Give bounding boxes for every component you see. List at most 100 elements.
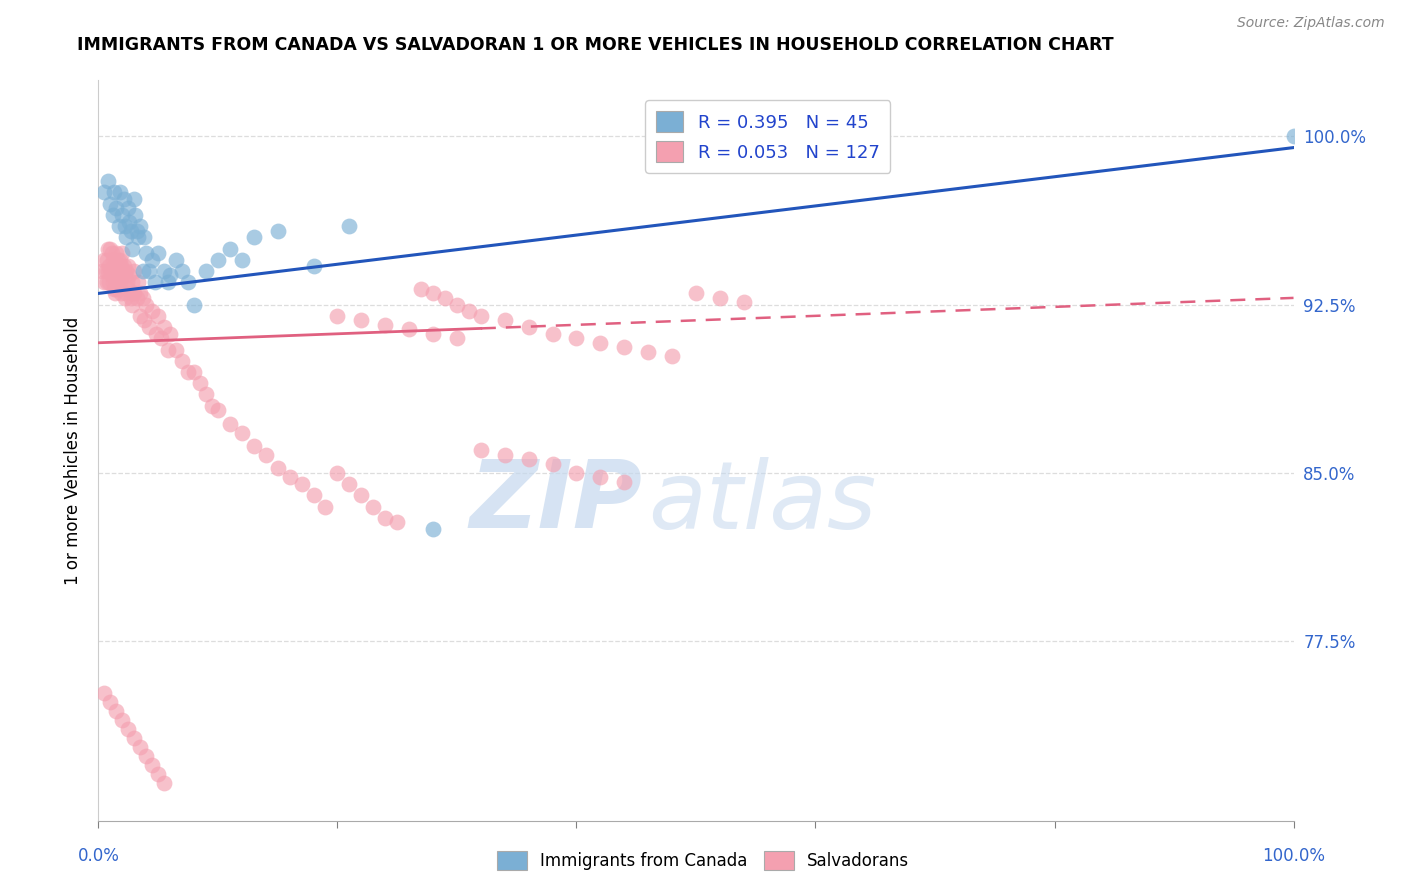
- Point: [98, 275, 121, 289]
- Point: [231, 252, 253, 267]
- Point: [111, 246, 134, 260]
- Point: [105, 264, 128, 278]
- Point: [138, 320, 160, 334]
- Point: [104, 264, 127, 278]
- Point: [422, 286, 444, 301]
- Point: [159, 326, 181, 341]
- Point: [254, 448, 277, 462]
- Point: [135, 298, 157, 312]
- Point: [613, 340, 636, 354]
- Point: [112, 260, 135, 274]
- Point: [143, 275, 166, 289]
- Point: [145, 326, 167, 341]
- Point: [165, 343, 187, 357]
- Point: [141, 252, 163, 267]
- Point: [422, 522, 444, 536]
- Point: [107, 282, 129, 296]
- Point: [302, 260, 325, 274]
- Point: [326, 466, 349, 480]
- Point: [183, 298, 205, 312]
- Point: [231, 425, 253, 440]
- Point: [114, 268, 136, 283]
- Point: [517, 452, 540, 467]
- Point: [156, 275, 179, 289]
- Point: [98, 695, 122, 709]
- Text: IMMIGRANTS FROM CANADA VS SALVADORAN 1 OR MORE VEHICLES IN HOUSEHOLD CORRELATION: IMMIGRANTS FROM CANADA VS SALVADORAN 1 O…: [77, 36, 1114, 54]
- Point: [153, 264, 176, 278]
- Point: [434, 291, 457, 305]
- Point: [267, 224, 290, 238]
- Text: 100.0%: 100.0%: [1263, 847, 1324, 865]
- Point: [207, 252, 229, 267]
- Point: [93, 186, 115, 200]
- Point: [97, 264, 120, 278]
- Point: [114, 291, 136, 305]
- Point: [105, 704, 128, 718]
- Point: [138, 264, 160, 278]
- Point: [153, 775, 176, 789]
- Point: [135, 748, 157, 763]
- Point: [107, 260, 129, 274]
- Point: [302, 488, 325, 502]
- Point: [115, 264, 138, 278]
- Point: [149, 331, 172, 345]
- Point: [494, 448, 516, 462]
- Point: [517, 320, 540, 334]
- Point: [243, 439, 266, 453]
- Point: [458, 304, 481, 318]
- Point: [98, 264, 122, 278]
- Point: [96, 252, 118, 267]
- Point: [101, 252, 124, 267]
- Point: [613, 475, 636, 489]
- Text: 0.0%: 0.0%: [77, 847, 120, 865]
- Point: [541, 457, 564, 471]
- Point: [96, 275, 118, 289]
- Point: [108, 275, 131, 289]
- Point: [124, 208, 146, 222]
- Point: [121, 298, 143, 312]
- Text: Source: ZipAtlas.com: Source: ZipAtlas.com: [1237, 16, 1385, 29]
- Point: [422, 326, 444, 341]
- Point: [350, 313, 373, 327]
- Point: [91, 264, 114, 278]
- Point: [122, 286, 145, 301]
- Point: [219, 417, 242, 431]
- Point: [565, 466, 588, 480]
- Point: [115, 230, 138, 244]
- Point: [108, 252, 131, 267]
- Point: [115, 275, 138, 289]
- Point: [148, 309, 170, 323]
- Point: [188, 376, 211, 391]
- Point: [124, 192, 146, 206]
- Point: [93, 686, 115, 700]
- Point: [637, 344, 659, 359]
- Point: [103, 186, 125, 200]
- Point: [107, 219, 129, 233]
- Point: [97, 242, 120, 256]
- Point: [326, 309, 349, 323]
- Point: [148, 766, 170, 780]
- Point: [339, 219, 361, 233]
- Point: [165, 252, 187, 267]
- Point: [117, 282, 139, 296]
- Point: [132, 230, 155, 244]
- Point: [111, 268, 134, 283]
- Point: [101, 275, 124, 289]
- Point: [494, 313, 516, 327]
- Point: [120, 224, 142, 238]
- Point: [565, 331, 588, 345]
- Point: [398, 322, 420, 336]
- Point: [94, 264, 117, 278]
- Point: [470, 309, 492, 323]
- Point: [363, 500, 385, 514]
- Point: [111, 713, 134, 727]
- Point: [374, 510, 396, 524]
- Point: [195, 387, 218, 401]
- Point: [108, 186, 131, 200]
- Point: [117, 201, 139, 215]
- Point: [117, 260, 139, 274]
- Legend: R = 0.395   N = 45, R = 0.053   N = 127: R = 0.395 N = 45, R = 0.053 N = 127: [645, 101, 890, 173]
- Point: [411, 282, 433, 296]
- Point: [131, 264, 153, 278]
- Point: [156, 343, 179, 357]
